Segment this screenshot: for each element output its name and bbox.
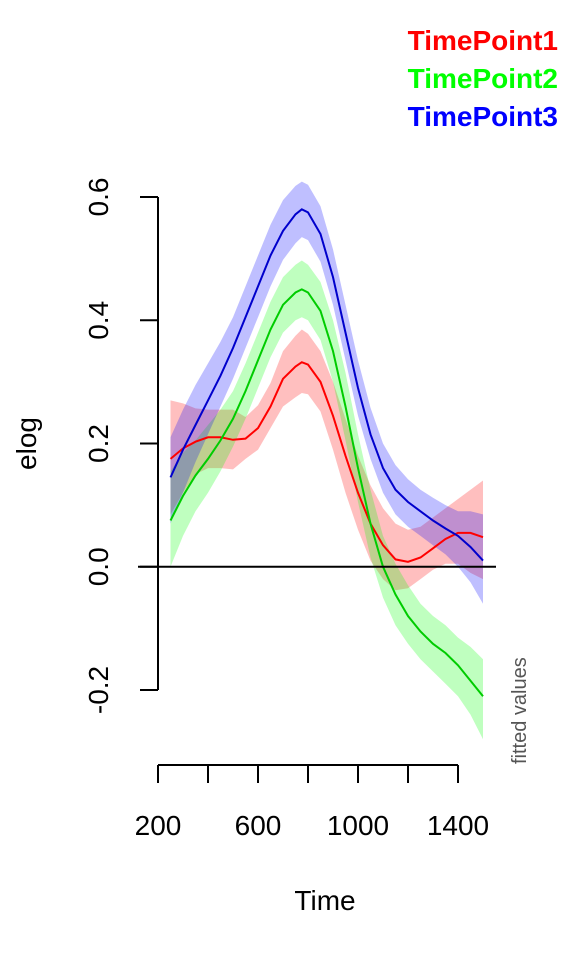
- band-timepoint1: [170, 329, 483, 591]
- x-tick-label: 1000: [327, 810, 389, 841]
- legend-item-timepoint2: TimePoint2: [408, 63, 558, 94]
- y-axis-title: elog: [11, 417, 42, 470]
- y-tick-label: -0.2: [83, 666, 114, 714]
- y-tick-label: 0.6: [83, 178, 114, 217]
- band-timepoint2: [170, 260, 483, 740]
- y-axis: -0.2 0.0 0.2 0.4 0.6: [83, 178, 159, 714]
- y-tick-label: 0.2: [83, 424, 114, 463]
- y-tick-label: 0.0: [83, 547, 114, 586]
- x-axis-title: Time: [294, 885, 355, 916]
- x-axis: 200 600 1000 1400: [135, 764, 489, 841]
- fitted-values-note: fitted values: [509, 657, 531, 764]
- legend: TimePoint1 TimePoint2 TimePoint3: [408, 25, 558, 132]
- fitted-lines: [169, 208, 484, 697]
- x-tick-label: 600: [235, 810, 282, 841]
- x-tick-label: 1400: [427, 810, 489, 841]
- line-timepoint2: [169, 288, 484, 697]
- legend-item-timepoint1: TimePoint1: [408, 25, 558, 56]
- x-tick-label: 200: [135, 810, 182, 841]
- y-tick-label: 0.4: [83, 301, 114, 340]
- line-timepoint1: [169, 361, 484, 563]
- line-timepoint3: [169, 208, 484, 562]
- confidence-bands: [170, 181, 483, 740]
- legend-item-timepoint3: TimePoint3: [408, 101, 558, 132]
